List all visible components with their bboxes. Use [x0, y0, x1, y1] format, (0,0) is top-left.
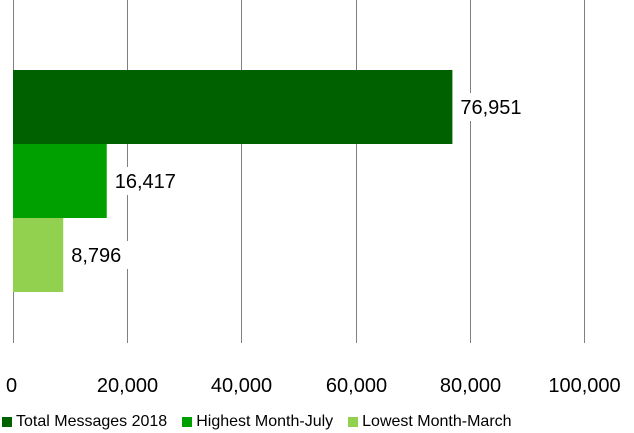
- legend-item-highest: Highest Month-July: [182, 413, 333, 431]
- x-tick-label: 20,000: [97, 375, 158, 397]
- bar: [13, 218, 64, 292]
- x-tick-label: 0: [6, 375, 17, 397]
- data-label-background: [453, 93, 534, 121]
- x-tick-label: 60,000: [326, 375, 387, 397]
- data-label: 16,417: [115, 171, 176, 193]
- bar: [13, 144, 107, 218]
- legend-swatch-lowest: [348, 417, 359, 427]
- data-label: 76,951: [460, 97, 521, 119]
- data-label: 8,796: [71, 245, 121, 267]
- x-tick-label: 100,000: [548, 375, 620, 397]
- legend-item-lowest: Lowest Month-March: [348, 413, 512, 431]
- x-axis-ticks: 0 20,000 40,000 60,000 80,000 100,000: [6, 375, 621, 397]
- chart-plot: 76,951 16,417 8,796 0 20,000 40,000 60,000 80,…: [6, 0, 621, 397]
- bar: [13, 70, 453, 144]
- legend: Total Messages 2018 Highest Month-July L…: [2, 411, 634, 433]
- legend-label-total: Total Messages 2018: [16, 413, 168, 430]
- data-label-background: [64, 241, 134, 269]
- legend-swatch-total: [2, 417, 12, 427]
- x-tick-label: 80,000: [440, 375, 501, 397]
- legend-label-lowest: Lowest Month-March: [362, 413, 512, 430]
- legend-item-total: Total Messages 2018: [2, 413, 167, 431]
- data-label-background: [107, 167, 188, 195]
- data-labels: 76,951 16,417 8,796: [64, 93, 534, 269]
- bars: [13, 70, 453, 292]
- x-tick-label: 40,000: [211, 375, 272, 397]
- legend-swatch-highest: [182, 417, 193, 427]
- legend-label-highest: Highest Month-July: [196, 413, 334, 430]
